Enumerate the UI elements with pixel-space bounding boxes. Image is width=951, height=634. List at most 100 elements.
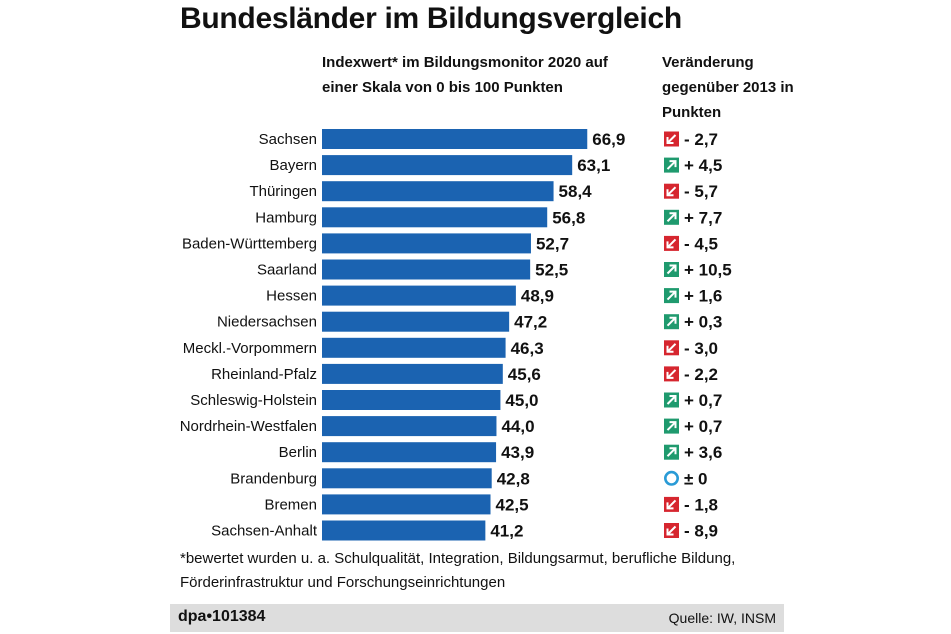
change-label: + 4,5 xyxy=(684,156,722,175)
category-label: Niedersachsen xyxy=(217,314,317,331)
category-label: Meckl.-Vorpommern xyxy=(183,340,317,357)
trend-down-icon xyxy=(664,235,679,251)
value-label: 45,6 xyxy=(508,365,541,384)
category-label: Berlin xyxy=(279,444,317,461)
category-label: Saarland xyxy=(257,262,317,279)
change-label: - 1,8 xyxy=(684,495,718,514)
bar xyxy=(322,494,491,515)
icon-arrow-head xyxy=(666,345,674,353)
icon-arrow-line xyxy=(667,238,677,248)
trend-up-icon xyxy=(664,392,679,408)
trend-up-icon xyxy=(664,157,679,173)
category-label: Thüringen xyxy=(249,183,317,200)
icon-ring xyxy=(663,470,679,486)
category-label: Nordrhein-Westfalen xyxy=(180,418,317,435)
category-label: Rheinland-Pfalz xyxy=(211,366,317,383)
trend-down-icon xyxy=(664,183,679,199)
category-label: Sachsen xyxy=(259,131,317,148)
category-label: Bayern xyxy=(269,157,317,174)
change-label: + 0,7 xyxy=(684,391,722,410)
icon-arrow-head xyxy=(669,316,677,324)
bar xyxy=(322,363,503,384)
trend-up-icon xyxy=(664,444,679,460)
footnote: *bewertet wurden u. a. Schulqualität, In… xyxy=(180,550,736,591)
chart-subtitle: Indexwert* im Bildungsmonitor 2020 auf e… xyxy=(322,54,608,96)
bar xyxy=(322,416,497,437)
value-label: 45,0 xyxy=(505,391,538,410)
bar xyxy=(322,129,588,149)
bar xyxy=(322,181,554,202)
bar xyxy=(322,390,501,410)
value-label: 46,3 xyxy=(511,339,544,358)
change-column-header: Veränderung gegenüber 2013 in Punkten xyxy=(662,54,794,121)
change-label: - 4,5 xyxy=(684,234,718,253)
trend-down-icon xyxy=(664,131,679,147)
bar xyxy=(322,520,486,541)
trend-neutral-icon xyxy=(663,470,679,486)
icon-arrow-head xyxy=(669,447,677,455)
change-label: - 2,2 xyxy=(684,365,718,384)
icon-arrow-line xyxy=(666,291,676,301)
change-label: + 1,6 xyxy=(684,287,722,306)
icon-arrow-head xyxy=(669,421,677,429)
value-label: 43,9 xyxy=(501,443,534,462)
trend-up-icon xyxy=(664,288,679,304)
category-label: Brandenburg xyxy=(230,470,317,487)
bar xyxy=(322,155,573,176)
icon-arrow-line xyxy=(666,265,676,275)
change-label: - 5,7 xyxy=(684,182,718,201)
trend-up-icon xyxy=(664,418,679,434)
bar xyxy=(322,468,492,489)
trend-down-icon xyxy=(664,340,679,356)
icon-arrow-head xyxy=(666,528,674,536)
icon-arrow-head xyxy=(669,395,677,402)
category-label: Hamburg xyxy=(255,209,317,226)
trend-down-icon xyxy=(664,496,679,512)
value-label: 48,9 xyxy=(521,287,554,306)
icon-arrow-line xyxy=(667,369,677,379)
value-label: 44,0 xyxy=(501,417,534,436)
icon-arrow-head xyxy=(669,290,677,298)
trend-down-icon xyxy=(664,366,679,382)
bar xyxy=(322,285,516,306)
value-label: 52,7 xyxy=(536,234,569,253)
change-label: + 0,3 xyxy=(684,313,722,332)
change-label: ± 0 xyxy=(684,469,708,488)
trend-up-icon xyxy=(664,314,679,330)
trend-down-icon xyxy=(664,523,679,538)
change-label: - 3,0 xyxy=(684,339,718,358)
icon-arrow-head xyxy=(666,137,674,144)
icon-arrow-head xyxy=(669,264,677,272)
icon-arrow-head xyxy=(666,502,674,510)
value-label: 47,2 xyxy=(514,313,547,332)
icon-arrow-line xyxy=(667,343,677,353)
icon-arrow-head xyxy=(666,241,674,249)
source-note: Quelle: IW, INSM xyxy=(668,610,776,626)
icon-arrow-line xyxy=(667,525,677,535)
category-label: Schleswig-Holstein xyxy=(190,392,317,409)
bar xyxy=(322,259,531,280)
chart-title: Bundesländer im Bildungsvergleich xyxy=(180,2,682,35)
icon-arrow-line xyxy=(667,186,677,196)
change-label: - 8,9 xyxy=(684,522,718,541)
category-label: Baden-Württemberg xyxy=(182,235,317,252)
icon-arrow-line xyxy=(667,499,677,509)
icon-arrow-head xyxy=(666,189,674,197)
bar xyxy=(322,233,531,254)
icon-arrow-line xyxy=(666,317,676,327)
icon-arrow-line xyxy=(666,421,676,431)
change-label: + 10,5 xyxy=(684,261,732,280)
icon-arrow-line xyxy=(666,395,676,405)
bar xyxy=(322,337,506,358)
value-label: 56,8 xyxy=(552,208,585,227)
change-label: + 0,7 xyxy=(684,417,722,436)
bar xyxy=(322,442,497,463)
value-label: 66,9 xyxy=(592,130,625,149)
value-label: 42,8 xyxy=(497,469,530,488)
value-label: 63,1 xyxy=(577,156,610,175)
change-label: + 3,6 xyxy=(684,443,722,462)
value-label: 58,4 xyxy=(559,182,593,201)
change-label: + 7,7 xyxy=(684,208,722,227)
category-label: Sachsen-Anhalt xyxy=(211,523,318,540)
icon-arrow-head xyxy=(669,160,677,168)
